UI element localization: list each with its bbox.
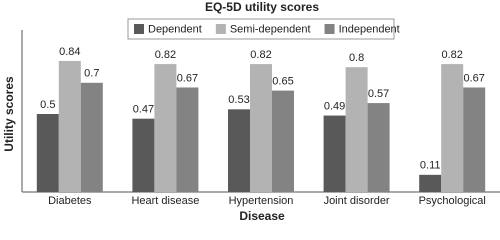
chart: EQ-5D utility scores Disease Utility sco… (2, 0, 500, 223)
bar (58, 60, 81, 193)
value-label: 0.47 (133, 104, 154, 116)
value-label: 0.82 (250, 49, 271, 61)
bar (250, 64, 272, 192)
bar (36, 114, 59, 192)
bar (323, 115, 346, 192)
legend-swatch (215, 24, 226, 34)
x-tick-label: Diabetes (48, 195, 92, 207)
value-label: 0.7 (84, 68, 99, 80)
x-tick-label: Heart disease (131, 195, 199, 207)
value-label: 0.5 (40, 99, 55, 111)
value-label: 0.82 (155, 49, 176, 61)
value-label: 0.53 (228, 94, 249, 106)
x-tick-label: Hypertension (229, 195, 294, 207)
x-axis-label: Disease (239, 209, 285, 223)
y-axis-label: Utility scores (2, 76, 16, 152)
value-label: 0.67 (177, 72, 198, 84)
value-label: 0.11 (420, 160, 441, 172)
x-tick-label: Joint disorder (324, 195, 390, 207)
bar (419, 174, 442, 192)
legend-label: Semi-dependent (230, 23, 311, 35)
legend-label: Dependent (148, 23, 202, 35)
bar (228, 109, 250, 192)
page: {"chart_data": {"type": "bar", "title": … (2, 0, 500, 224)
bar (367, 103, 390, 192)
bar (441, 64, 464, 192)
legend-swatch (324, 24, 335, 34)
bar (272, 90, 294, 192)
bar (154, 64, 177, 192)
value-label: 0.8 (349, 52, 364, 64)
legend-label: Independent (339, 23, 400, 35)
value-label: 0.65 (272, 76, 293, 88)
value-label: 0.49 (324, 100, 345, 112)
bar (176, 87, 199, 192)
value-label: 0.82 (441, 49, 462, 61)
bar (80, 82, 103, 192)
value-label: 0.57 (368, 88, 389, 100)
legend-swatch (134, 24, 144, 34)
x-tick-label: Psychological (419, 195, 486, 207)
chart-title: EQ-5D utility scores (205, 0, 319, 14)
bar (345, 67, 368, 192)
bar (132, 118, 155, 192)
value-label: 0.84 (59, 46, 80, 58)
value-label: 0.67 (463, 72, 484, 84)
bar (463, 87, 486, 192)
